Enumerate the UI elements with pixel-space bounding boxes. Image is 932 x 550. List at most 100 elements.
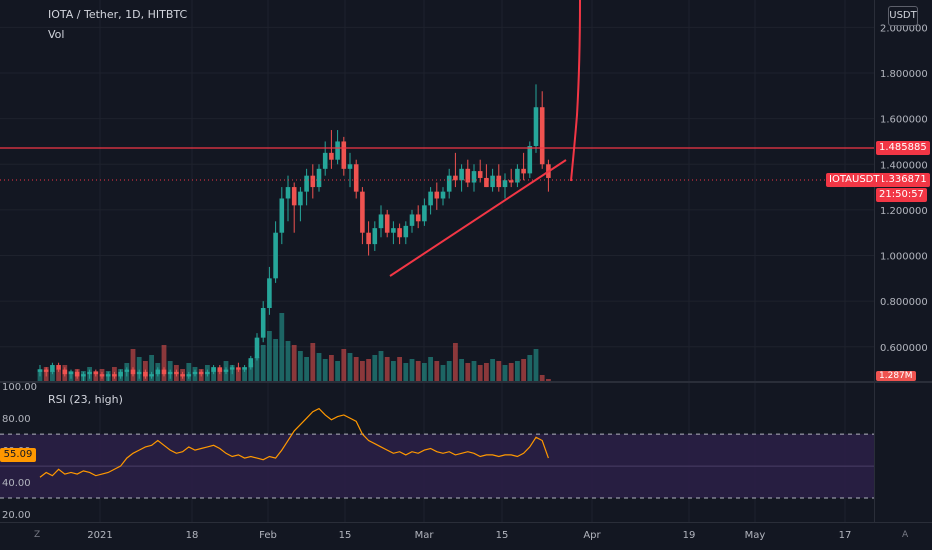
candle-body — [223, 369, 229, 372]
candle-body — [74, 371, 80, 377]
candle-body — [50, 365, 55, 372]
candle-body — [56, 365, 61, 370]
countdown-tag: 21:50:57 — [876, 188, 927, 202]
volume-bar — [446, 361, 452, 381]
rsi-pane — [0, 381, 932, 499]
candle-body — [515, 168, 520, 183]
volume-bar — [341, 349, 347, 381]
volume-bar — [372, 355, 378, 381]
volume-bar — [136, 357, 142, 381]
candle-body — [316, 168, 322, 188]
candle-body — [229, 367, 235, 370]
volume-bar — [149, 355, 154, 381]
trendline[interactable] — [389, 159, 567, 277]
candle-body — [267, 278, 272, 308]
candle-body — [99, 374, 105, 377]
candle-body — [372, 228, 378, 245]
candle-body — [477, 171, 483, 178]
last-price-tag: 1.336871 — [876, 173, 930, 187]
candle-body — [105, 374, 111, 377]
ticker-tag[interactable]: IOTAUSDT — [826, 173, 883, 187]
candle-body — [521, 168, 526, 174]
volume-bar — [273, 339, 278, 381]
candle-body — [304, 175, 309, 192]
volume-bar — [502, 365, 508, 381]
volume-bar — [397, 357, 402, 381]
candle-body — [329, 152, 334, 160]
rsi-tick-label: 40.00 — [2, 478, 31, 489]
candle-body — [533, 107, 539, 147]
volume-bar — [453, 343, 458, 381]
candle-body — [205, 371, 210, 375]
currency-button[interactable]: USDT — [888, 6, 918, 26]
candle-body — [279, 198, 285, 233]
candle-body — [378, 214, 384, 229]
candle-body — [217, 367, 223, 372]
rsi-tick-label: 20.00 — [2, 510, 31, 521]
candle-body — [81, 374, 86, 377]
volume-bar — [335, 361, 340, 381]
rsi-line — [39, 407, 549, 478]
candle-body — [366, 232, 371, 245]
rsi-legend[interactable]: RSI (23, high) — [48, 393, 123, 406]
volume-bar — [360, 361, 365, 381]
symbol-legend[interactable]: IOTA / Tether, 1D, HITBTC — [48, 8, 188, 21]
volume-bar — [329, 355, 334, 381]
zoom-toggle-icon[interactable]: Z — [34, 530, 41, 540]
rsi-value-tag: 55.09 — [0, 448, 36, 462]
candles — [37, 84, 551, 381]
price-tick-label: 1.600000 — [880, 115, 928, 126]
candle-body — [502, 180, 508, 188]
candle-body — [496, 175, 502, 188]
price-tick-label: 0.600000 — [880, 343, 928, 354]
candle-body — [260, 307, 266, 338]
candle-body — [428, 191, 433, 206]
volume-bar — [248, 363, 254, 381]
candle-body — [484, 177, 489, 188]
candle-body — [87, 371, 92, 375]
candle-body — [291, 187, 297, 206]
candle-body — [242, 367, 247, 370]
volume-bar — [217, 369, 223, 381]
candle-body — [186, 374, 192, 377]
volume-legend[interactable]: Vol — [48, 28, 65, 41]
candle-body — [124, 369, 130, 372]
volume-bar — [279, 313, 285, 381]
volume-bar — [347, 353, 353, 381]
candle-body — [397, 228, 402, 238]
candle-body — [68, 371, 74, 375]
candle-body — [446, 175, 452, 192]
volume-bar — [490, 359, 495, 381]
candle-body — [527, 146, 533, 174]
candle-body — [236, 367, 241, 370]
candle-body — [118, 371, 123, 377]
volume-bar — [428, 357, 433, 381]
volume-bar — [459, 359, 464, 381]
time-tick-label: 19 — [683, 530, 696, 541]
time-tick-label: 17 — [839, 530, 852, 541]
candle-body — [403, 225, 409, 238]
candle-body — [322, 152, 328, 169]
candle-body — [298, 191, 303, 206]
time-tick-label: Mar — [415, 530, 435, 541]
volume-value-tag: 1.287M — [876, 371, 916, 381]
candle-body — [180, 374, 185, 377]
candle-body — [285, 187, 291, 199]
volume-bar — [496, 361, 502, 381]
auto-scale-icon[interactable]: A — [902, 530, 909, 540]
volume-bar — [415, 361, 421, 381]
candle-body — [248, 358, 254, 368]
candle-body — [360, 191, 365, 233]
volume-bar — [539, 375, 545, 381]
volume-bar — [285, 341, 291, 381]
candle-body — [440, 191, 446, 199]
candle-body — [310, 175, 316, 188]
volume-bar — [515, 361, 520, 381]
volume-bar — [508, 363, 514, 381]
volume-bar — [50, 371, 55, 381]
volume-bar — [236, 369, 241, 381]
projection-curve[interactable] — [570, 0, 581, 182]
